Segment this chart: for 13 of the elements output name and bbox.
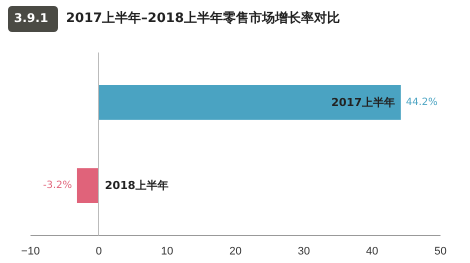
- chart-subtitle: 3.9.1: [14, 10, 48, 27]
- x-tick-label: 50: [434, 246, 447, 258]
- y-tick-label: 2017上半年: [331, 96, 395, 109]
- x-tick-label: 40: [366, 246, 378, 258]
- x-tick-label: 20: [229, 246, 242, 258]
- data-label: 44.2%: [406, 96, 438, 108]
- x-tick-label: 10: [161, 246, 174, 258]
- y-tick-label: 2018上半年: [104, 179, 168, 192]
- x-tick-label: −10: [21, 246, 40, 258]
- x-tick-label: 0: [96, 246, 102, 258]
- x-tick-label: 30: [298, 246, 310, 258]
- chart-title: 2017上半年–2018上半年零售市场增长率对比: [66, 10, 340, 28]
- data-label: -3.2%: [42, 180, 72, 192]
